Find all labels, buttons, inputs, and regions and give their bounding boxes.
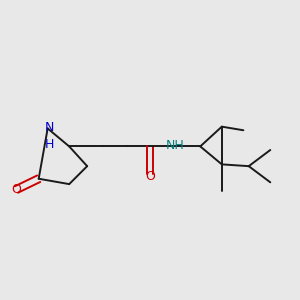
Text: O: O	[11, 183, 21, 196]
Text: NH: NH	[166, 139, 184, 152]
Text: N: N	[45, 121, 54, 134]
Text: O: O	[145, 170, 155, 183]
Text: H: H	[45, 138, 54, 151]
